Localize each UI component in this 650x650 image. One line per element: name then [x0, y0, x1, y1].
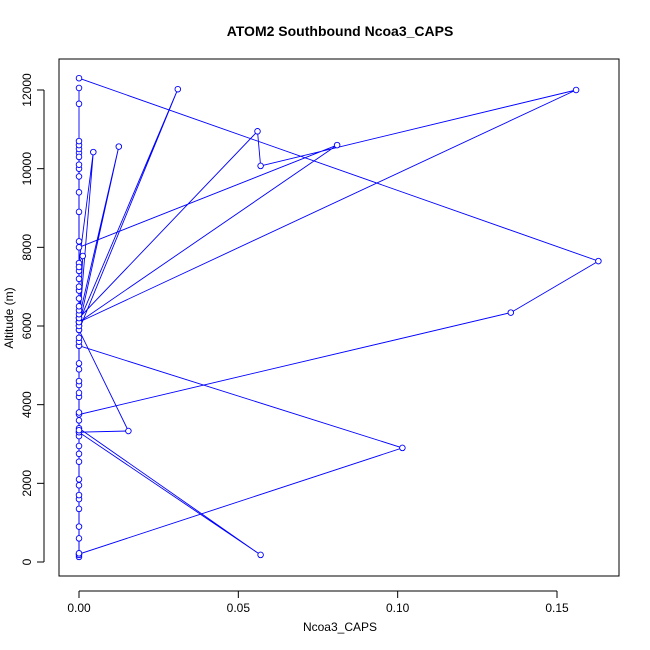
data-point	[254, 128, 261, 135]
y-tick-label: 12000	[20, 73, 34, 107]
data-point	[75, 208, 83, 216]
x-tick-label: 0.00	[67, 601, 91, 615]
data-point	[75, 100, 83, 108]
x-axis-label: Ncoa3_CAPS	[303, 620, 377, 634]
data-point	[75, 550, 83, 557]
y-tick-label: 4000	[20, 391, 34, 418]
data-point	[75, 295, 83, 302]
data-point	[79, 252, 87, 260]
data-point	[75, 535, 83, 542]
data-point	[572, 86, 580, 94]
y-tick-label: 10000	[20, 152, 34, 186]
y-tick-label: 0	[20, 558, 34, 565]
data-point	[125, 427, 132, 435]
data-point	[75, 366, 83, 373]
data-point	[75, 458, 83, 465]
data-point	[75, 84, 83, 92]
data-point	[75, 389, 83, 397]
data-point	[75, 283, 83, 290]
y-tick-label: 8000	[20, 234, 34, 261]
data-point	[75, 360, 83, 367]
data-point	[75, 74, 83, 82]
x-tick-label: 0.10	[386, 601, 410, 615]
data-point	[75, 244, 83, 251]
data-point	[333, 141, 341, 149]
series-line	[77, 77, 600, 556]
data-point	[75, 505, 83, 513]
data-point	[75, 442, 83, 450]
x-tick-label: 0.05	[227, 601, 251, 615]
data-point	[75, 153, 83, 161]
y-axis: 0 2000 4000 6000 8000 10000 12000	[20, 73, 45, 565]
data-point	[75, 450, 83, 458]
data-point	[75, 303, 83, 310]
data-point	[75, 334, 83, 342]
data-point	[595, 257, 602, 265]
y-tick-label: 6000	[20, 312, 34, 339]
data-point	[257, 551, 264, 559]
data-point	[115, 143, 123, 150]
data-point	[75, 238, 83, 245]
data-point	[257, 162, 264, 170]
data-point	[75, 482, 83, 489]
data-point	[75, 426, 83, 434]
data-point	[75, 263, 83, 271]
data-point	[75, 409, 83, 416]
y-tick-label: 2000	[20, 470, 34, 497]
data-point	[75, 417, 83, 424]
data-point	[399, 444, 406, 452]
data-point	[75, 491, 83, 499]
y-axis-label: Altitude (m)	[2, 287, 16, 348]
data-point	[507, 309, 515, 316]
series-layer	[75, 74, 602, 561]
data-point	[75, 275, 83, 283]
chart-title: ATOM2 Southbound Ncoa3_CAPS	[227, 23, 454, 39]
data-point	[75, 476, 83, 483]
plot-frame	[58, 58, 620, 577]
x-tick-label: 0.15	[545, 601, 569, 615]
x-axis: 0.00 0.05 0.10 0.15	[67, 590, 569, 615]
data-point	[75, 173, 83, 180]
data-point	[174, 85, 182, 93]
data-point	[75, 137, 83, 145]
data-point	[75, 189, 83, 196]
data-point	[75, 377, 83, 385]
data-point	[75, 161, 83, 168]
data-point	[90, 148, 97, 156]
data-point	[75, 523, 83, 530]
